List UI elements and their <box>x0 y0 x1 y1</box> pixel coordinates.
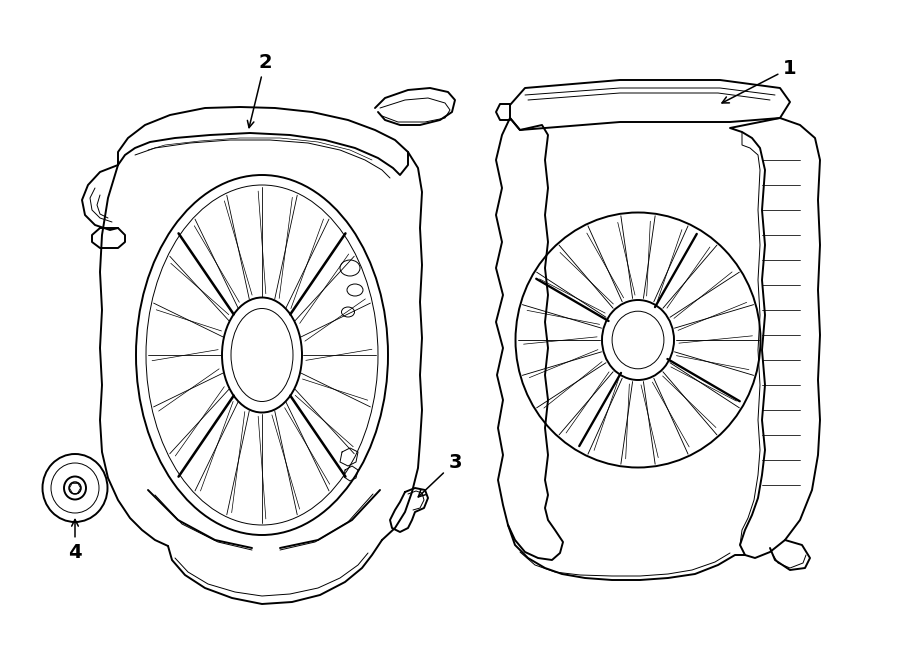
Text: 3: 3 <box>418 453 462 497</box>
Ellipse shape <box>602 300 674 380</box>
Ellipse shape <box>69 482 81 494</box>
Ellipse shape <box>64 477 86 500</box>
Text: 2: 2 <box>248 52 272 128</box>
Ellipse shape <box>222 297 302 412</box>
Text: 4: 4 <box>68 520 82 561</box>
Text: 1: 1 <box>722 59 796 103</box>
